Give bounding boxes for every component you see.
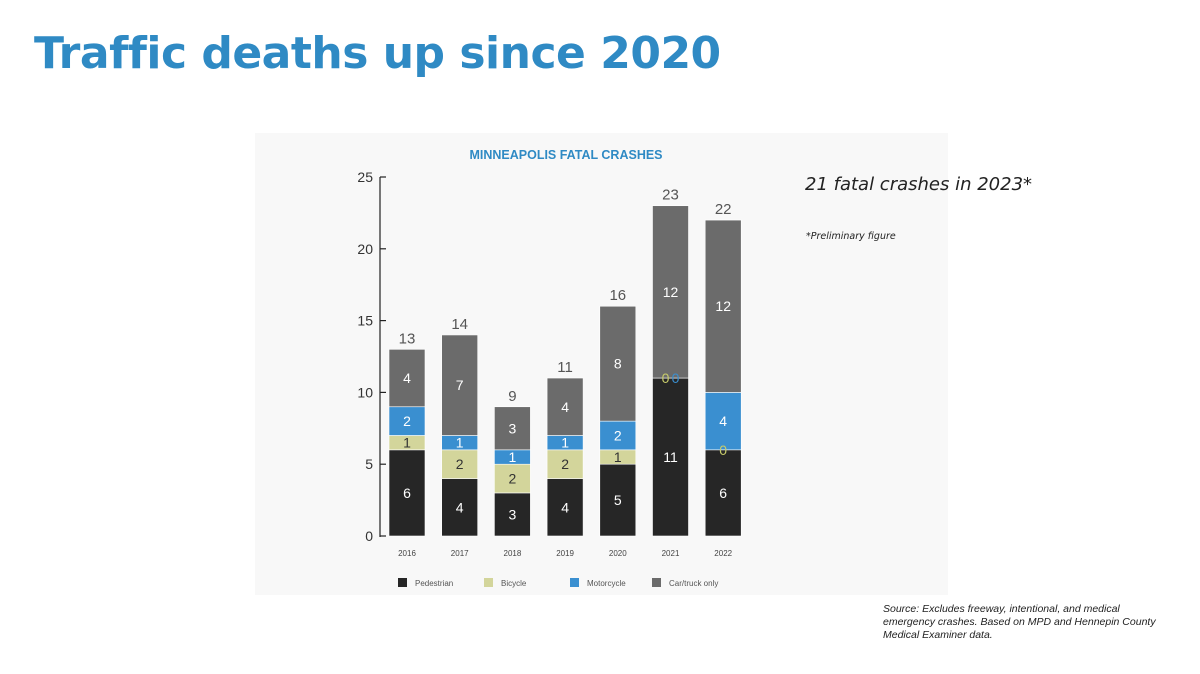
segment-value-label: 1: [509, 449, 517, 465]
bar-total-label: 23: [662, 187, 679, 204]
bar-segment-motorcycle: [599, 420, 637, 451]
bar-segment-car-truck: [388, 349, 426, 408]
segment-value-label: 4: [719, 413, 727, 429]
zero-value-label: 0: [672, 370, 680, 386]
legend-label-bicycle: Bicycle: [501, 579, 527, 588]
legend-swatch-bicycle: [484, 578, 493, 587]
segment-value-label: 4: [456, 499, 464, 515]
y-tick-label: 0: [365, 528, 373, 544]
segment-value-label: 1: [561, 435, 569, 451]
bar-segment-car-truck: [546, 377, 584, 436]
bar-segment-motorcycle: [704, 392, 742, 451]
source-note: Source: Excludes freeway, intentional, a…: [883, 603, 1156, 641]
zero-value-label: 0: [662, 370, 670, 386]
x-tick-label: 2021: [662, 549, 680, 558]
bar-segment-bicycle: [441, 449, 479, 479]
x-tick-label: 2018: [504, 549, 522, 558]
bar-segment-car-truck: [441, 334, 479, 436]
y-tick-label: 25: [357, 169, 373, 185]
bar-segment-pedestrian: [652, 377, 689, 537]
bar-segment-car-truck: [599, 305, 637, 422]
x-tick-label: 2016: [398, 549, 416, 558]
x-tick-label: 2017: [451, 549, 469, 558]
segment-value-label: 4: [561, 399, 569, 415]
legend-swatch-car-truck: [652, 578, 661, 587]
legend: Pedestrian Bicycle Motorcycle Car/truck onl…: [398, 578, 718, 588]
y-axis: 0 5 10 15 20 25: [357, 169, 386, 544]
segment-value-label: 6: [403, 485, 411, 501]
x-tick-label: 2022: [714, 549, 732, 558]
segment-value-label: 3: [509, 506, 517, 522]
legend-swatch-pedestrian: [398, 578, 407, 587]
y-tick-label: 15: [357, 313, 373, 329]
crash-count-note: 21 fatal crashes in 2023*: [805, 174, 1033, 195]
bar-segment-motorcycle: [388, 406, 426, 436]
segment-value-label: 3: [509, 420, 517, 436]
segment-value-label: 2: [456, 456, 464, 472]
y-tick-label: 5: [365, 456, 373, 472]
legend-swatch-motorcycle: [570, 578, 579, 587]
y-tick-label: 20: [357, 241, 373, 257]
segment-value-label: 7: [456, 377, 464, 393]
bar-segment-pedestrian: [494, 492, 531, 537]
bars: 6124132016421714201732139201842141120195…: [388, 187, 742, 558]
bar-total-label: 13: [399, 330, 416, 347]
bar-segment-pedestrian: [704, 449, 742, 537]
segment-value-label: 4: [561, 499, 569, 515]
x-tick-label: 2020: [609, 549, 627, 558]
preliminary-footnote: *Preliminary figure: [806, 231, 896, 242]
bar-segment-bicycle: [494, 463, 531, 494]
bar-total-label: 11: [557, 359, 573, 376]
segment-value-label: 11: [663, 449, 678, 465]
bar-segment-car-truck: [704, 219, 742, 393]
bar-total-label: 22: [715, 201, 732, 218]
segment-value-label: 1: [456, 435, 464, 451]
x-tick-label: 2019: [556, 549, 574, 558]
segment-value-label: 2: [509, 471, 517, 487]
bar-segment-pedestrian: [388, 449, 426, 537]
bar-segment-pedestrian: [599, 463, 637, 537]
bar-segment-car-truck: [494, 406, 531, 451]
chart-title: MINNEAPOLIS FATAL CRASHES: [469, 148, 662, 162]
segment-value-label: 5: [614, 492, 622, 508]
legend-label-car-truck: Car/truck only: [669, 579, 718, 588]
bar-segment-pedestrian: [546, 478, 584, 537]
segment-value-label: 8: [614, 356, 622, 372]
segment-value-label: 6: [719, 485, 727, 501]
bar-total-label: 16: [609, 287, 626, 304]
bar-total-label: 14: [451, 316, 468, 333]
segment-value-label: 4: [403, 370, 411, 386]
segment-value-label: 1: [614, 449, 622, 465]
zero-value-label: 0: [719, 442, 727, 458]
bar-segment-bicycle: [546, 449, 584, 479]
slide-title: Traffic deaths up since 2020: [34, 28, 721, 79]
bar-segment-pedestrian: [441, 478, 479, 537]
bar-segment-car-truck: [652, 205, 689, 379]
segment-value-label: 12: [663, 284, 679, 300]
segment-value-label: 2: [561, 456, 569, 472]
segment-value-label: 2: [403, 413, 411, 429]
bar-total-label: 9: [508, 388, 516, 405]
legend-label-motorcycle: Motorcycle: [587, 579, 626, 588]
legend-label-pedestrian: Pedestrian: [415, 579, 453, 588]
y-tick-label: 10: [357, 384, 373, 400]
segment-value-label: 12: [715, 298, 731, 314]
segment-value-label: 2: [614, 427, 622, 443]
segment-value-label: 1: [403, 435, 411, 451]
